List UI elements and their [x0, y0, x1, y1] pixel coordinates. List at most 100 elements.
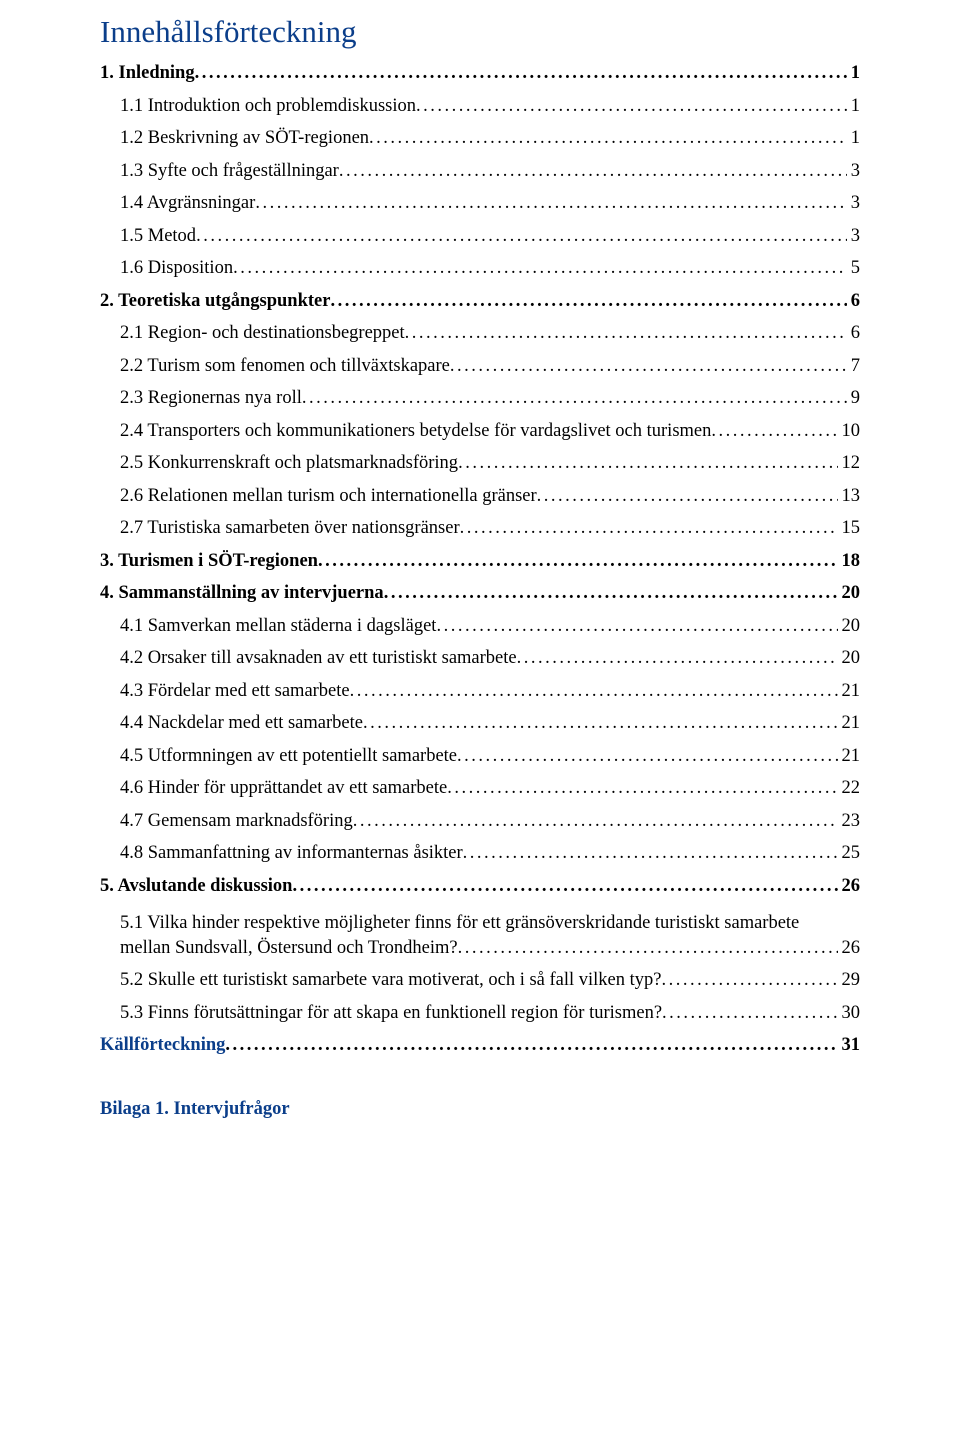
toc-entry: 5. Avslutande diskussion 26 [100, 877, 860, 896]
toc-leader-dots [339, 162, 847, 181]
toc-leader-dots [447, 779, 837, 798]
toc-entry: 4.8 Sammanfattning av informanternas åsi… [100, 844, 860, 863]
toc-entry-label: 5.2 Skulle ett turistiskt samarbete vara… [100, 971, 662, 990]
toc-entry-page: 6 [847, 292, 860, 311]
toc-entry-page: 3 [847, 162, 860, 181]
toc-entry-row2: mellan Sundsvall, Östersund och Trondhei… [100, 939, 860, 958]
toc-entry-page: 10 [838, 422, 861, 441]
toc-leader-dots [662, 1004, 837, 1023]
toc-entry: 1.2 Beskrivning av SÖT-regionen 1 [100, 129, 860, 148]
toc-entry: 4.6 Hinder för upprättandet av ett samar… [100, 779, 860, 798]
toc-entry: 2.6 Relationen mellan turism och interna… [100, 487, 860, 506]
toc-entry: 5.2 Skulle ett turistiskt samarbete vara… [100, 971, 860, 990]
toc-entry: 1.6 Disposition 5 [100, 259, 860, 278]
toc-entry-label: 4.8 Sammanfattning av informanternas åsi… [100, 844, 463, 863]
toc-entry-page: 12 [838, 454, 861, 473]
toc-leader-dots [318, 552, 838, 571]
toc-entry: 2.5 Konkurrenskraft och platsmarknadsför… [100, 454, 860, 473]
toc-entry-page: 6 [847, 324, 860, 343]
toc-entry: 2.4 Transporters och kommunikationers be… [100, 422, 860, 441]
toc-entry-page: 26 [838, 939, 861, 958]
toc-entry-page: 20 [838, 584, 861, 603]
toc-entry: Källförteckning 31 [100, 1036, 860, 1055]
toc-leader-dots [457, 747, 837, 766]
toc-entry-page: 23 [838, 812, 861, 831]
toc-entry: 4.2 Orsaker till avsaknaden av ett turis… [100, 649, 860, 668]
toc-leader-dots [711, 422, 837, 441]
toc-entry-page: 31 [838, 1036, 861, 1055]
toc-leader-dots [662, 971, 838, 990]
toc-entry-page: 5 [847, 259, 860, 278]
toc-entry-label: 1.5 Metod [100, 227, 196, 246]
toc-leader-dots [330, 292, 846, 311]
toc-entry: 4.7 Gemensam marknadsföring 23 [100, 812, 860, 831]
toc-container: 1. Inledning 11.1 Introduktion och probl… [100, 64, 860, 1055]
toc-leader-dots [458, 454, 837, 473]
toc-entry-label: 5. Avslutande diskussion [100, 877, 292, 896]
toc-leader-dots [463, 844, 838, 863]
toc-leader-dots [450, 357, 847, 376]
toc-entry-page: 9 [847, 389, 860, 408]
toc-entry-label: 2. Teoretiska utgångspunkter [100, 292, 330, 311]
toc-entry-label: 1.3 Syfte och frågeställningar [100, 162, 339, 181]
toc-entry-page: 1 [847, 97, 860, 116]
toc-leader-dots [302, 389, 847, 408]
toc-entry-page: 29 [838, 971, 861, 990]
toc-entry-page: 15 [838, 519, 861, 538]
toc-entry-page: 3 [847, 227, 860, 246]
toc-entry-label: 2.1 Region- och destinationsbegreppet [100, 324, 405, 343]
toc-leader-dots [436, 617, 837, 636]
toc-entry: 1.4 Avgränsningar 3 [100, 194, 860, 213]
toc-leader-dots [195, 64, 847, 83]
toc-entry-page: 21 [838, 714, 861, 733]
toc-page: Innehållsförteckning 1. Inledning 11.1 I… [0, 0, 960, 1180]
toc-entry-label: 1.2 Beskrivning av SÖT-regionen [100, 129, 369, 148]
toc-leader-dots [292, 877, 837, 896]
toc-entry-label: 4.4 Nackdelar med ett samarbete [100, 714, 363, 733]
toc-entry-label: 2.6 Relationen mellan turism och interna… [100, 487, 537, 506]
toc-entry-page: 20 [838, 617, 861, 636]
toc-leader-dots [369, 129, 847, 148]
toc-leader-dots [353, 812, 838, 831]
toc-entry-label: 1. Inledning [100, 64, 195, 83]
toc-entry-page: 1 [847, 129, 860, 148]
toc-entry-label: 3. Turismen i SÖT-regionen [100, 552, 318, 571]
toc-entry-label: 4.3 Fördelar med ett samarbete [100, 682, 350, 701]
toc-leader-dots [196, 227, 847, 246]
toc-entry: 2. Teoretiska utgångspunkter 6 [100, 292, 860, 311]
toc-entry-label: 2.2 Turism som fenomen och tillväxtskapa… [100, 357, 450, 376]
toc-entry: 3. Turismen i SÖT-regionen 18 [100, 552, 860, 571]
toc-entry-label: 4.7 Gemensam marknadsföring [100, 812, 353, 831]
toc-entry-page: 21 [838, 682, 861, 701]
toc-entry: 2.1 Region- och destinationsbegreppet 6 [100, 324, 860, 343]
toc-leader-dots [517, 649, 838, 668]
toc-leader-dots [233, 259, 847, 278]
toc-entry: 4. Sammanställning av intervjuerna 20 [100, 584, 860, 603]
toc-leader-dots [225, 1036, 837, 1055]
toc-leader-dots [363, 714, 838, 733]
toc-leader-dots [405, 324, 847, 343]
toc-entry: 4.5 Utformningen av ett potentiellt sama… [100, 747, 860, 766]
toc-entry: 2.3 Regionernas nya roll 9 [100, 389, 860, 408]
toc-entry-label: 2.5 Konkurrenskraft och platsmarknadsför… [100, 454, 458, 473]
toc-entry-label: 2.3 Regionernas nya roll [100, 389, 302, 408]
toc-entry-page: 21 [838, 747, 861, 766]
toc-entry: 1. Inledning 1 [100, 64, 860, 83]
toc-entry: 5.1 Vilka hinder respektive möjligheter … [100, 909, 860, 957]
toc-entry: 4.4 Nackdelar med ett samarbete 21 [100, 714, 860, 733]
toc-entry-label: 4. Sammanställning av intervjuerna [100, 584, 384, 603]
toc-entry: 2.2 Turism som fenomen och tillväxtskapa… [100, 357, 860, 376]
toc-entry: 4.3 Fördelar med ett samarbete 21 [100, 682, 860, 701]
toc-entry-label: Källförteckning [100, 1036, 225, 1055]
toc-leader-dots [537, 487, 838, 506]
toc-entry: 1.3 Syfte och frågeställningar 3 [100, 162, 860, 181]
toc-entry-page: 22 [838, 779, 861, 798]
toc-entry-label: 2.7 Turistiska samarbeten över nationsgr… [100, 519, 460, 538]
toc-entry: 1.1 Introduktion och problemdiskussion 1 [100, 97, 860, 116]
toc-entry-page: 30 [838, 1004, 861, 1023]
appendix-label: Bilaga 1. Intervjufrågor [100, 1099, 860, 1120]
toc-title: Innehållsförteckning [100, 14, 860, 50]
toc-entry: 4.1 Samverkan mellan städerna i dagsläge… [100, 617, 860, 636]
toc-entry-page: 13 [838, 487, 861, 506]
toc-entry-label: 1.6 Disposition [100, 259, 233, 278]
